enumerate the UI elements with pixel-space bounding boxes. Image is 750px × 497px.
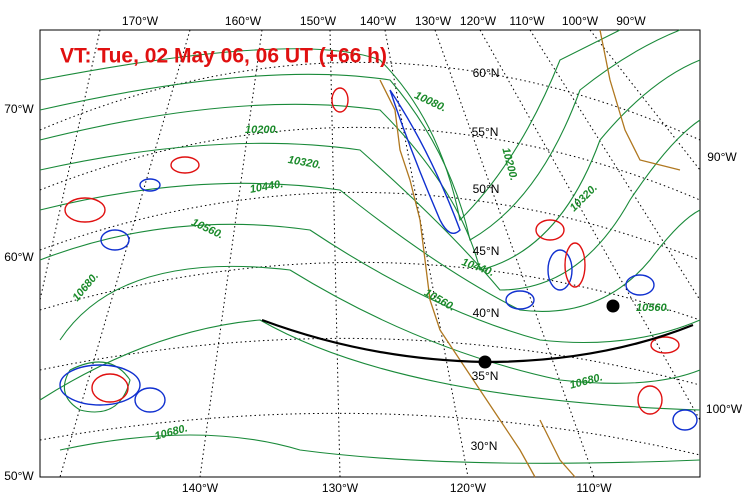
contour-label: 10200. xyxy=(245,124,279,136)
track-point xyxy=(478,355,492,369)
lon-label: 150°W xyxy=(300,14,337,28)
contour-label: 10320. xyxy=(287,154,322,172)
map-title: VT: Tue, 02 May 06, 06 UT (+66 h) xyxy=(60,45,387,68)
lon-label: 170°W xyxy=(122,14,159,28)
lat-label: 55°N xyxy=(472,125,499,139)
lon-label: 130°W xyxy=(322,481,359,495)
lon-label: 50°W xyxy=(4,469,34,483)
height-contours xyxy=(39,29,701,464)
lon-label: 90°W xyxy=(707,150,737,164)
lon-label: 120°W xyxy=(460,14,497,28)
lon-label: 160°W xyxy=(225,14,262,28)
lon-label: 110°W xyxy=(576,481,612,495)
lon-label: 100°W xyxy=(706,402,743,416)
map-frame xyxy=(39,29,701,478)
lon-label: 60°W xyxy=(4,250,34,264)
lat-label: 45°N xyxy=(473,244,500,258)
anomaly-contours xyxy=(59,87,698,431)
graticule xyxy=(39,29,701,478)
lat-label: 40°N xyxy=(473,306,500,320)
lon-label: 130°W xyxy=(415,14,452,28)
lon-label: 90°W xyxy=(616,14,646,28)
contour-label: 10560. xyxy=(636,302,670,314)
lon-label: 140°W xyxy=(182,481,219,495)
lon-label: 110°W xyxy=(509,14,545,28)
lat-label: 30°N xyxy=(471,439,498,453)
lat-label: 35°N xyxy=(472,369,499,383)
lon-label: 70°W xyxy=(4,102,34,116)
lat-label: 60°N xyxy=(473,66,500,80)
lat-label: 50°N xyxy=(473,182,500,196)
coastline xyxy=(379,29,681,478)
track-point xyxy=(606,299,620,313)
contour-label: 10440. xyxy=(249,178,284,196)
lon-label: 120°W xyxy=(450,481,487,495)
lon-label: 100°W xyxy=(562,14,599,28)
lon-label: 140°W xyxy=(360,14,397,28)
